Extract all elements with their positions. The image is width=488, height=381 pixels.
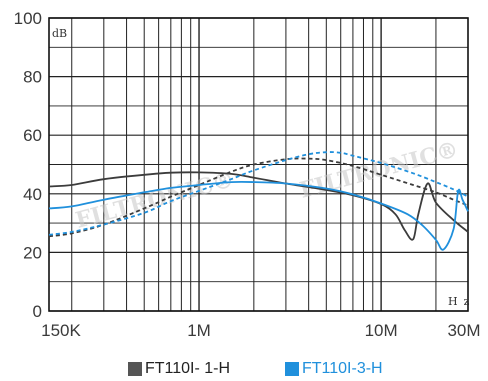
y-tick-label: 80 <box>23 68 42 87</box>
grid-lines <box>48 17 469 312</box>
y-tick-label: 0 <box>33 302 42 321</box>
plot-frame <box>48 17 469 312</box>
x-tick-label: 30M <box>447 321 480 340</box>
legend-label-2: FT110I-3-H <box>302 360 383 377</box>
y-tick-label: 100 <box>14 9 42 28</box>
legend-swatch-1 <box>128 362 142 376</box>
legend-swatch-2 <box>285 362 299 376</box>
series-line-4 <box>48 151 469 236</box>
tick-labels: 0 20 40 60 80 100 150K 1M 10M 30M <box>14 9 481 340</box>
y-tick-label: 20 <box>23 243 42 262</box>
y-tick-label: 60 <box>23 126 42 145</box>
x-tick-label: 150K <box>41 321 81 340</box>
series-line-1 <box>48 171 469 241</box>
series-line-3 <box>48 180 469 251</box>
legend-label-1: FT110I- 1-H <box>145 360 231 377</box>
series-line-2 <box>48 157 469 238</box>
legend-item-1: FT110I- 1-H <box>128 360 230 378</box>
watermark-layer: FILTRONIC® FILTRONIC® <box>73 136 461 233</box>
x-unit-label: Hz <box>448 295 475 308</box>
series-layer <box>48 151 469 251</box>
x-tick-label: 1M <box>187 321 211 340</box>
y-tick-label: 40 <box>23 185 42 204</box>
legend-item-2: FT110I-3-H <box>285 360 383 378</box>
x-tick-label: 10M <box>365 321 398 340</box>
y-unit-label: dB <box>52 27 67 40</box>
